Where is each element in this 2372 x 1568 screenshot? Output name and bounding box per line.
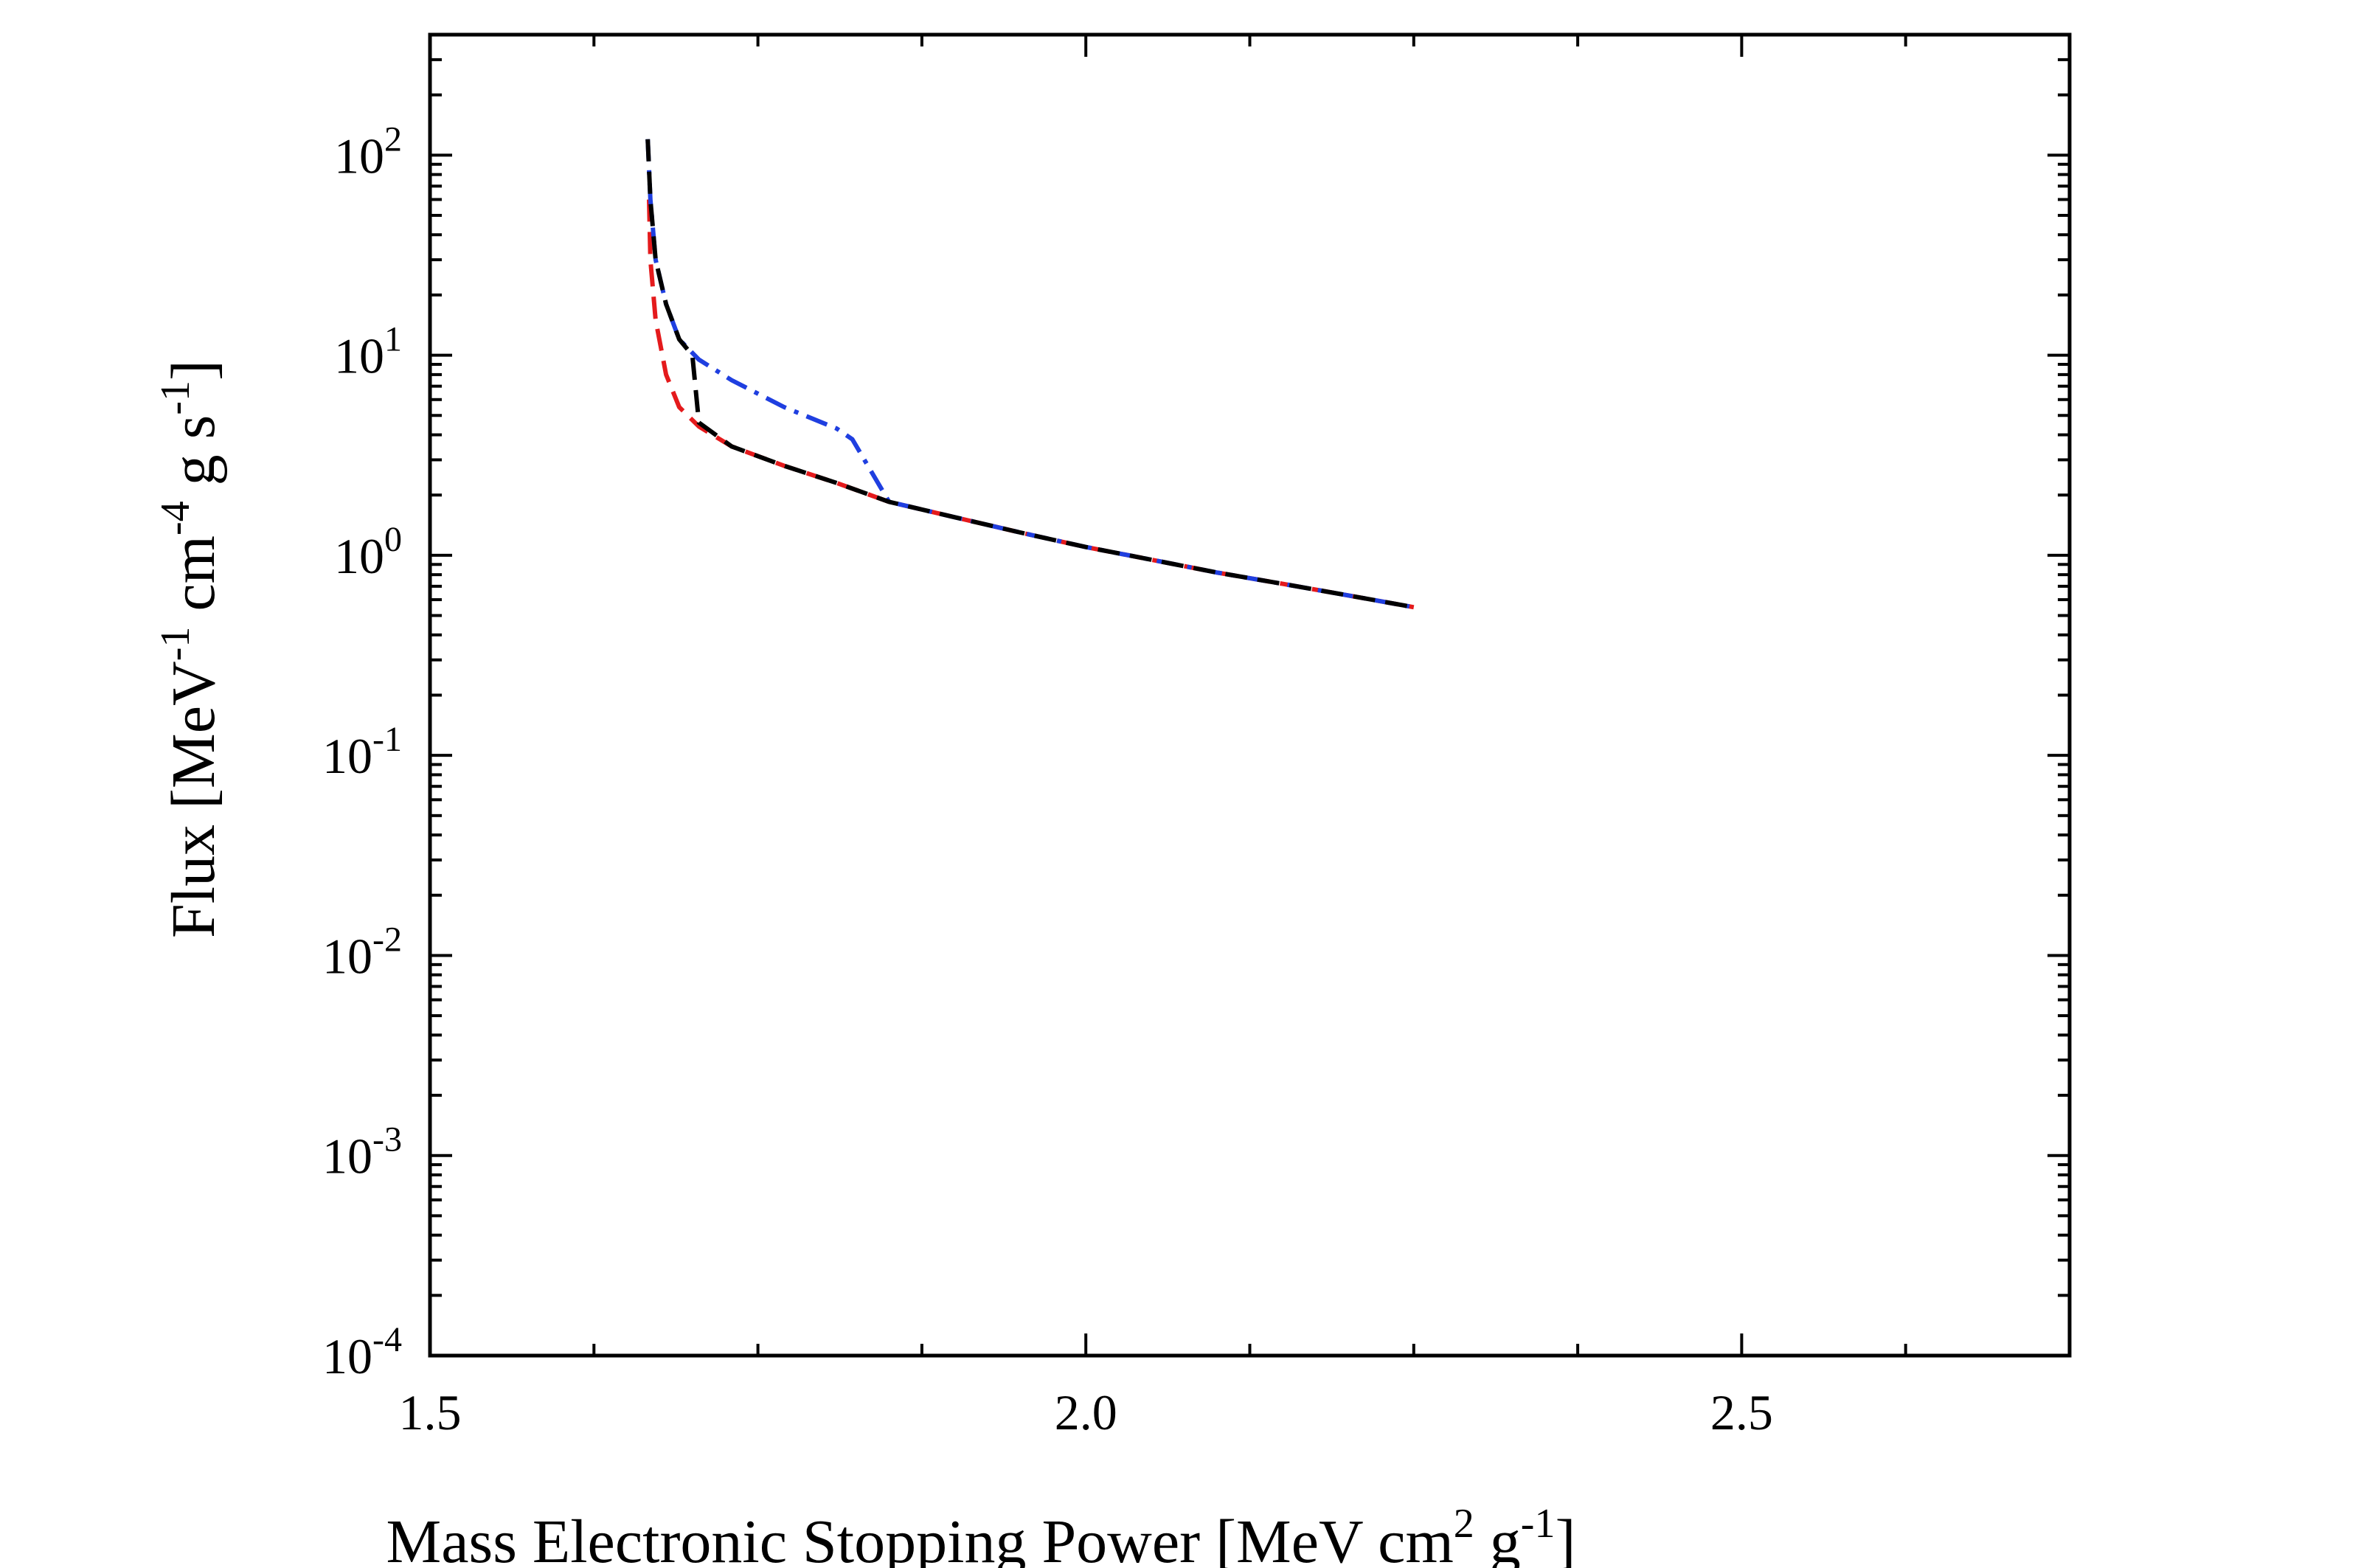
y-tick-label: 102: [334, 119, 402, 184]
x-tick-label: 2.0: [1055, 1384, 1117, 1440]
series-line-3: [645, 139, 1415, 610]
y-axis-title-sup3: -1: [153, 381, 198, 415]
y-tick-label: 100: [334, 520, 402, 584]
y-tick-label-exponent: 0: [384, 520, 402, 559]
plot-frame: [428, 32, 2072, 1358]
x-axis-title-end: ]: [1555, 1508, 1575, 1568]
y-tick-label: 10-2: [322, 920, 402, 984]
series-lines: [645, 139, 1415, 610]
x-axis-title-sup-minus1: -1: [1521, 1501, 1556, 1547]
y-tick-label-base: 10: [334, 528, 384, 584]
y-tick-label-base: 10: [322, 1328, 372, 1384]
series-line-1: [647, 199, 1415, 610]
y-tick-label-exponent: -1: [372, 720, 402, 759]
axis-ticks: [429, 33, 2071, 1357]
y-axis-title-d: ]: [159, 360, 228, 381]
x-axis-title-main: Mass Electronic Stopping Power [MeV cm: [386, 1508, 1454, 1568]
y-tick-label: 10-4: [322, 1320, 402, 1384]
y-axis-title: Flux [MeV-1 cm-4 g s-1]: [153, 360, 228, 938]
y-axis-title-sup2: -4: [153, 501, 198, 535]
y-tick-label-base: 10: [334, 328, 384, 384]
y-tick-label-base: 10: [322, 928, 372, 984]
y-tick-label-exponent: -4: [372, 1320, 402, 1359]
y-tick-label-base: 10: [334, 128, 384, 184]
y-tick-label: 10-3: [322, 1120, 402, 1184]
y-axis-title-a: Flux [MeV: [159, 661, 228, 938]
x-axis-title-mid: g: [1474, 1508, 1521, 1568]
x-axis-title-sup-2: 2: [1454, 1501, 1474, 1547]
x-axis-title: Mass Electronic Stopping Power [MeV cm2 …: [386, 1501, 1576, 1568]
y-tick-label: 101: [334, 320, 402, 384]
y-tick-label-exponent: 2: [384, 119, 402, 159]
y-tick-label-base: 10: [322, 1128, 372, 1184]
y-axis-title-b: cm: [159, 535, 228, 627]
y-tick-label: 10-1: [322, 720, 402, 784]
y-tick-label-exponent: -3: [372, 1120, 402, 1159]
x-tick-label: 1.5: [399, 1384, 462, 1440]
y-tick-label-exponent: 1: [384, 320, 402, 359]
y-axis-title-c: g s: [159, 415, 228, 502]
x-tick-label: 2.5: [1710, 1384, 1773, 1440]
y-tick-label-exponent: -2: [372, 920, 402, 959]
y-tick-label-base: 10: [322, 728, 372, 784]
series-line-2: [645, 139, 1415, 610]
y-axis-title-sup1: -1: [153, 627, 198, 662]
